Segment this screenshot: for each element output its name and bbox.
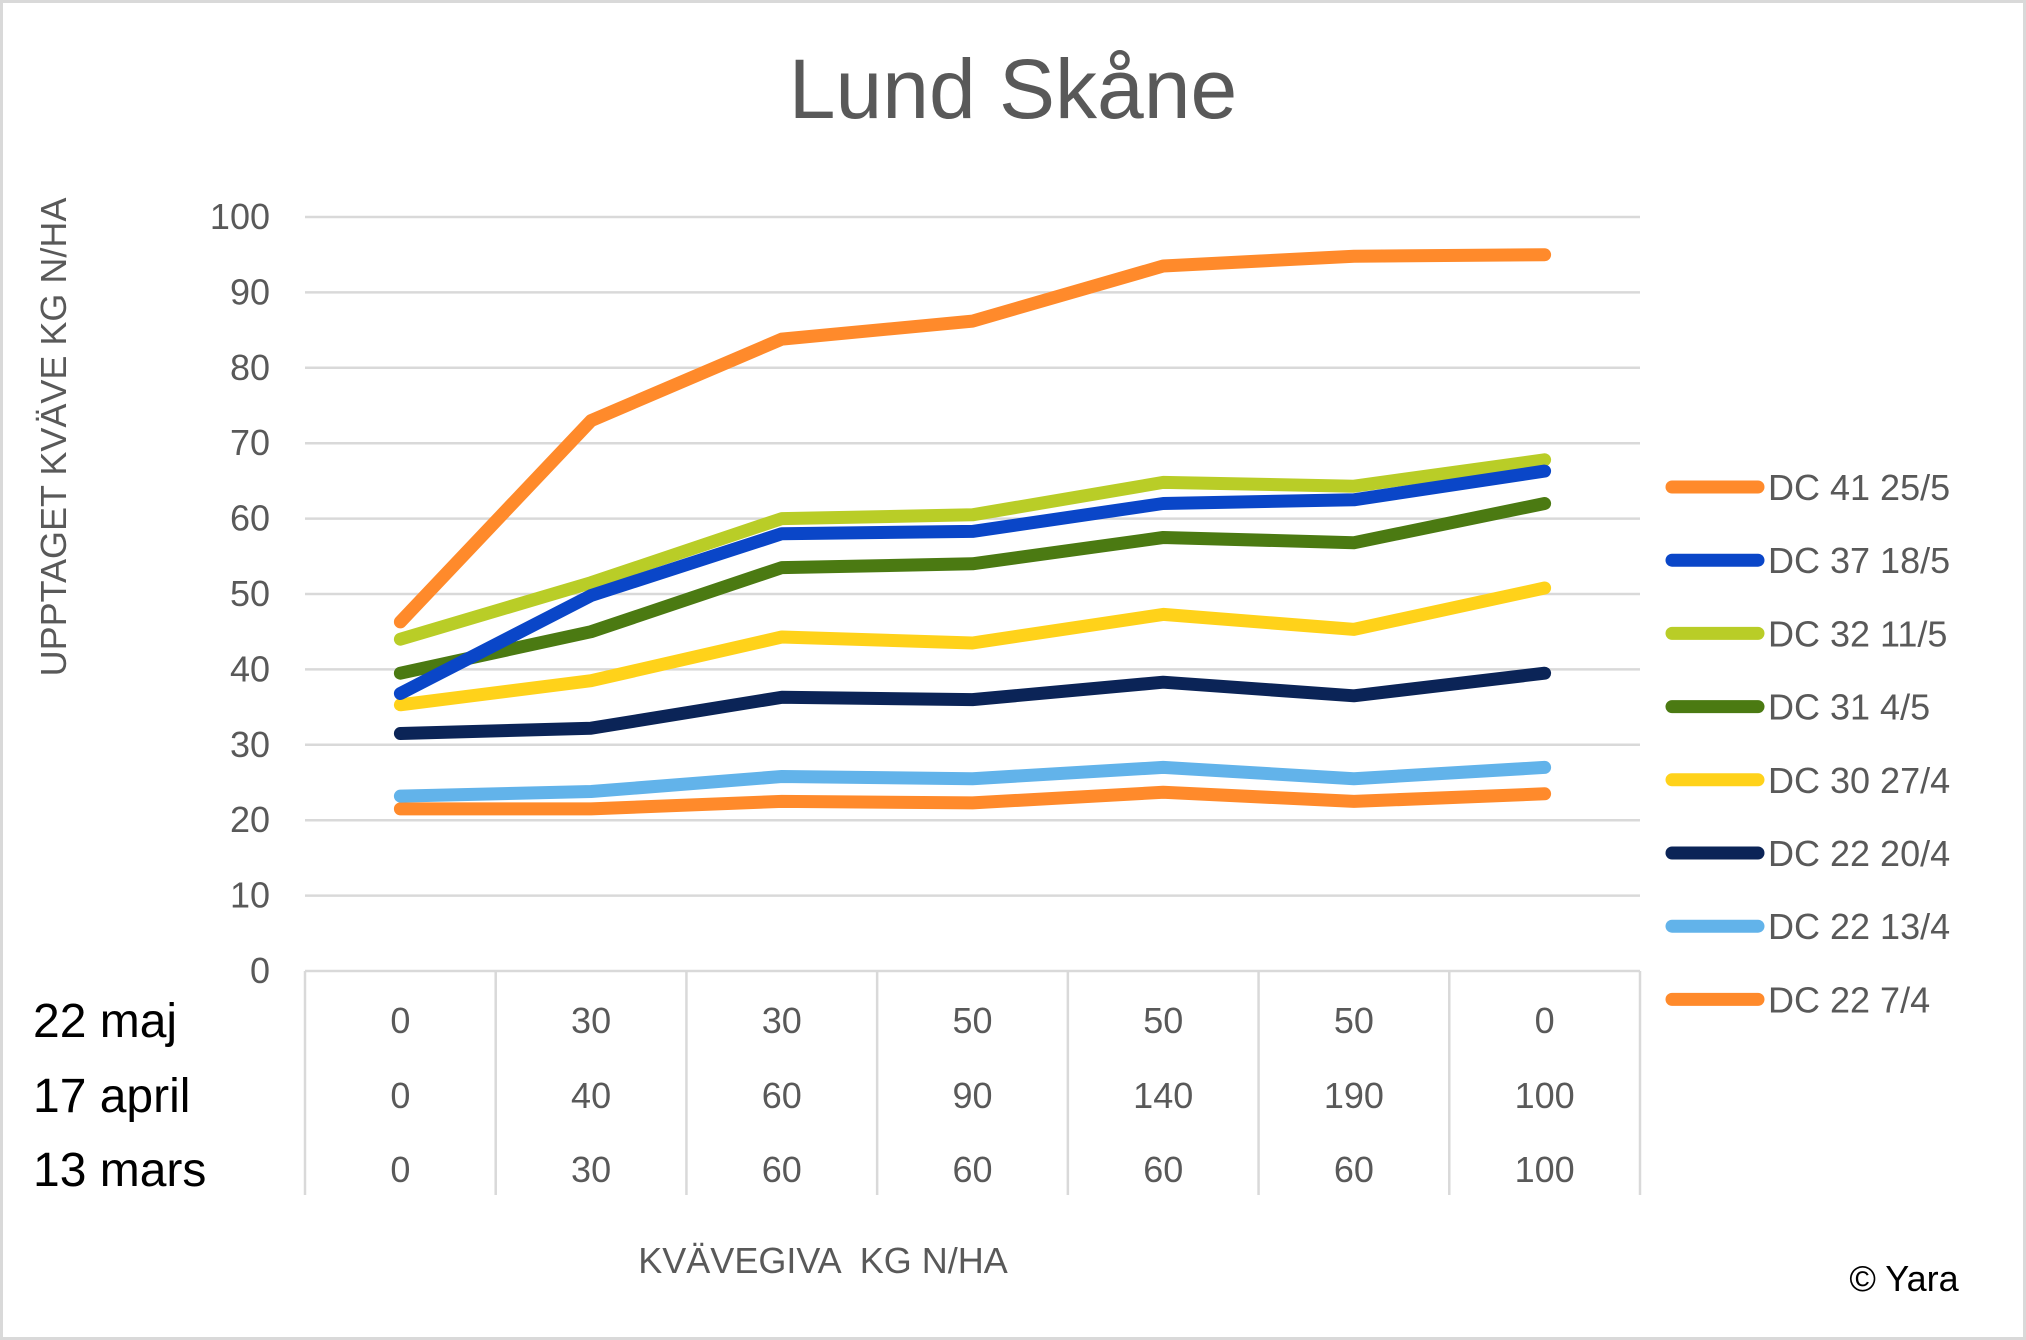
x-tick-label: 60: [952, 1149, 992, 1190]
series-line: [393, 464, 1552, 700]
x-tick-label: 60: [762, 1149, 802, 1190]
x-tick-label: 30: [571, 1000, 611, 1041]
x-row-date-label: 17 april: [33, 1070, 190, 1123]
x-tick-label: 30: [762, 1000, 802, 1041]
legend-label: DC 31 4/5: [1768, 687, 1930, 728]
x-tick-label: 40: [571, 1075, 611, 1116]
chart-title: Lund Skåne: [789, 42, 1237, 136]
legend-label: DC 32 11/5: [1768, 613, 1947, 654]
series-line: [393, 248, 1552, 629]
series-lines: [393, 248, 1552, 816]
y-tick-label: 80: [230, 347, 270, 388]
x-axis-table: 22 maj 0 30 30 50 50 50 0 17 april 0 40 60 90 140 190 1…: [33, 969, 1642, 1197]
legend-label: DC 37 18/5: [1768, 540, 1950, 581]
y-tick-label: 90: [230, 271, 270, 312]
x-tick-label: 60: [1143, 1149, 1183, 1190]
x-axis-title: KVÄVEGIVA KG N/HA: [638, 1240, 1007, 1281]
x-tick-label: 50: [1334, 1000, 1374, 1041]
y-tick-label: 70: [230, 422, 270, 463]
y-tick-label: 40: [230, 648, 270, 689]
y-tick-label: 50: [230, 573, 270, 614]
x-row-date-label: 22 maj: [33, 995, 177, 1048]
series-line: [393, 497, 1552, 680]
legend-label: DC 30 27/4: [1768, 760, 1950, 801]
x-tick-label: 0: [1535, 1000, 1555, 1041]
copyright-annotation: © Yara: [1849, 1258, 1959, 1299]
x-tick-label: 0: [390, 1075, 410, 1116]
y-tick-label: 10: [230, 875, 270, 916]
legend-label: DC 22 13/4: [1768, 906, 1950, 947]
x-tick-label: 30: [571, 1149, 611, 1190]
x-tick-label: 60: [1334, 1149, 1374, 1190]
x-tick-label: 50: [952, 1000, 992, 1041]
x-tick-label: 0: [390, 1149, 410, 1190]
legend: DC 41 25/5 DC 37 18/5 DC 32 11/5 DC 31 4/5 D…: [1665, 467, 1950, 1020]
x-row-date-label: 13 mars: [33, 1144, 206, 1197]
series-line: [393, 581, 1552, 712]
x-tick-label: 0: [390, 1000, 410, 1041]
x-tick-label: 140: [1133, 1075, 1193, 1116]
series-line: [393, 666, 1552, 740]
y-tick-label: 20: [230, 799, 270, 840]
legend-label: DC 41 25/5: [1768, 467, 1950, 508]
y-tick-label: 30: [230, 724, 270, 765]
y-tick-label: 0: [250, 950, 270, 991]
legend-label: DC 22 7/4: [1768, 979, 1930, 1020]
x-tick-label: 90: [952, 1075, 992, 1116]
x-tick-label: 60: [762, 1075, 802, 1116]
legend-label: DC 22 20/4: [1768, 833, 1950, 874]
series-line: [393, 453, 1552, 646]
series-line: [393, 785, 1552, 816]
y-axis-title: UPPTAGET KVÄVE KG N/HA: [33, 198, 74, 677]
x-tick-label: 50: [1143, 1000, 1183, 1041]
y-axis-ticks: 0 10 20 30 40 50 60 70 80 90 100: [210, 196, 270, 991]
gridlines: [305, 215, 1640, 897]
series-line: [393, 760, 1552, 803]
x-tick-label: 100: [1515, 1075, 1575, 1116]
x-tick-label: 190: [1324, 1075, 1384, 1116]
x-tick-label: 100: [1515, 1149, 1575, 1190]
y-tick-label: 60: [230, 498, 270, 539]
y-tick-label: 100: [210, 196, 270, 237]
